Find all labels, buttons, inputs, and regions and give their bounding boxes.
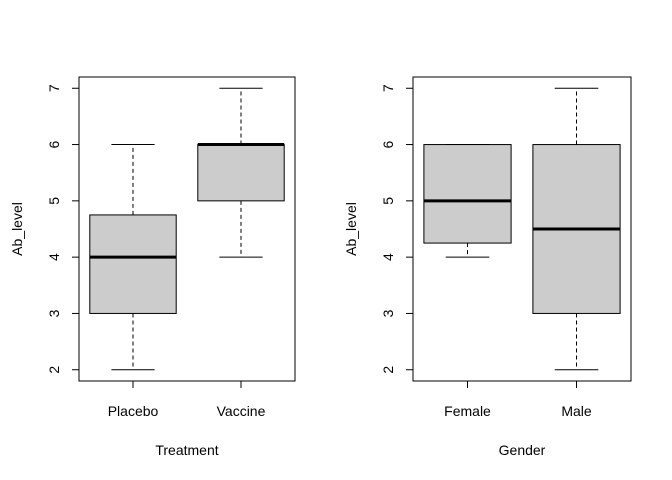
panel-2-x-axis-title: Gender — [499, 442, 546, 458]
panel-2-y-axis-title: Ab_level — [343, 202, 359, 256]
panel-1-x-tick-label: Vaccine — [217, 403, 266, 419]
panel-2-y-tick-label: 6 — [380, 140, 396, 148]
panel-2-x-tick-label: Male — [561, 403, 592, 419]
panel-1-x-tick-label: Placebo — [108, 403, 159, 419]
panel-2-y-tick-label: 2 — [380, 366, 396, 374]
panel-2-y-tick-label: 7 — [380, 84, 396, 92]
panel-1-x-axis-title: Treatment — [155, 442, 218, 458]
panel-2-y-tick-label: 3 — [380, 309, 396, 317]
panel-1-y-tick-label: 4 — [46, 253, 62, 261]
panel-1-y-tick-label: 5 — [46, 197, 62, 205]
panel-1-box-placebo-iqr-rect — [89, 214, 177, 314]
panel-2-y-tick-label: 4 — [380, 253, 396, 261]
panel-1-y-tick-label: 3 — [46, 309, 62, 317]
panel-1-y-axis-title: Ab_level — [9, 202, 25, 256]
panel-1-box-vaccine-iqr-rect — [197, 144, 285, 202]
panel-2-y-tick-label: 5 — [380, 197, 396, 205]
panel-2-x-tick-label: Female — [444, 403, 491, 419]
panel-2-box-female-iqr-rect — [423, 144, 512, 244]
panel-1-y-tick-label: 6 — [46, 140, 62, 148]
panel-1-y-tick-label: 2 — [46, 366, 62, 374]
panel-1-y-tick-label: 7 — [46, 84, 62, 92]
